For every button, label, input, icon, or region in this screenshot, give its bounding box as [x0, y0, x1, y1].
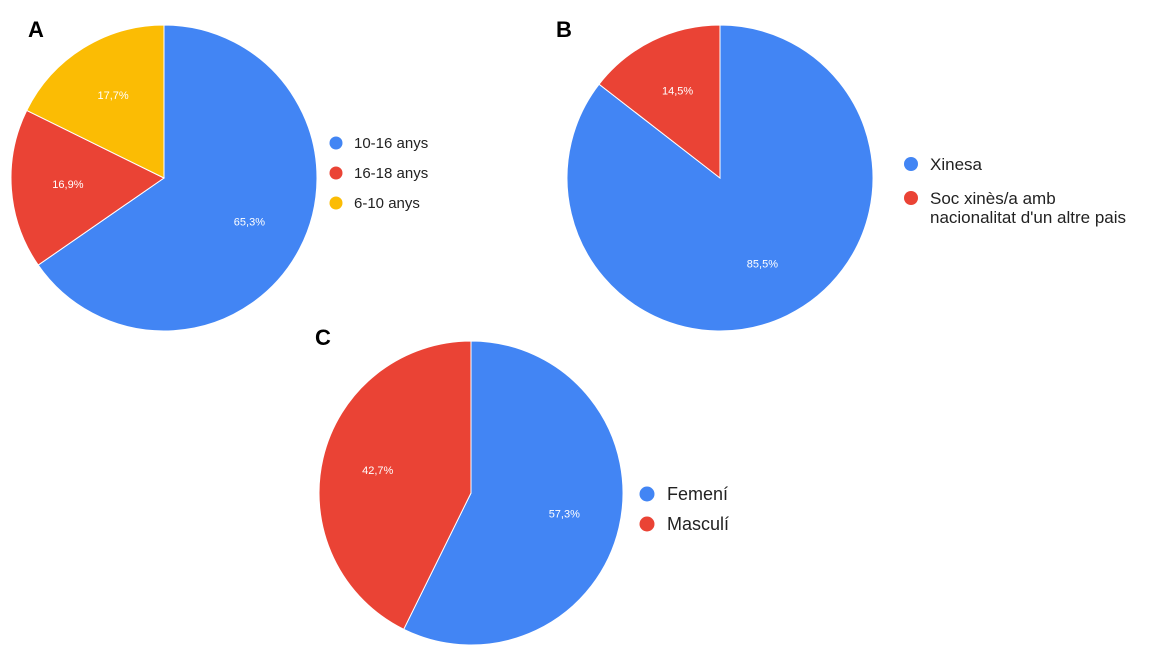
data-label-10-16-anys: 65,3% [234, 217, 265, 229]
pie-slice-10-16-anys [37, 24, 318, 332]
legend: 10-16 anys 16-18 anys 6-10 anys [329, 135, 428, 212]
data-label-6-10-anys: 17,7% [97, 90, 128, 102]
panel-c: C 57,3% 42,7% Femení Masculí [315, 325, 729, 646]
legend-swatch-masculi [639, 516, 655, 532]
legend-label-femeni: Femení [667, 484, 728, 504]
legend-item-16-18-anys: 16-18 anys [329, 165, 428, 182]
legend-swatch-16-18-anys [329, 166, 343, 180]
pie-slice-masculi [318, 340, 472, 630]
pie-slice-6-10-anys [26, 24, 165, 179]
data-label-16-18-anys: 16,9% [52, 179, 83, 191]
legend-label-masculi: Masculí [667, 514, 729, 534]
legend-swatch-6-10-anys [329, 196, 343, 210]
legend-item-xinesa: Xinesa [904, 155, 983, 174]
legend-swatch-10-16-anys [329, 136, 343, 150]
panel-letter-c: C [315, 325, 331, 350]
pie-slice-16-18-anys [10, 109, 165, 266]
panel-letter-b: B [556, 17, 572, 42]
panel-a: A 65,3% 16,9% 17,7% 10-16 anys 16-18 anys 6-10… [10, 17, 428, 332]
legend-swatch-soc-xines-a-amb-nacionalitat-d-un-altre-pais [904, 191, 918, 205]
legend-item-soc-xines-a-amb-nacionalitat-d-un-altre-pais: Soc xinès/a amb nacionalitat d'un altre p… [904, 189, 1126, 227]
legend-item-femeni: Femení [639, 484, 728, 504]
legend-label-soc-xines-a-amb-nacionalitat-d-un-altre-pais: Soc xinès/a amb nacionalitat d'un altre p… [930, 189, 1126, 227]
legend-label-xinesa: Xinesa [930, 155, 983, 174]
panel-b: B 85,5% 14,5% Xinesa Soc xinès/a amb nacional… [556, 17, 1126, 332]
legend-item-6-10-anys: 6-10 anys [329, 195, 420, 212]
legend-item-10-16-anys: 10-16 anys [329, 135, 428, 152]
panel-letter-a: A [28, 17, 44, 42]
legend: Femení Masculí [639, 484, 729, 534]
legend-label-16-18-anys: 16-18 anys [354, 165, 428, 182]
data-label-femeni: 57,3% [549, 509, 580, 521]
pie-slice-femeni [403, 340, 624, 646]
data-label-xinesa: 85,5% [747, 259, 778, 271]
legend-label-10-16-anys: 10-16 anys [354, 135, 428, 152]
legend-label-6-10-anys: 6-10 anys [354, 195, 420, 212]
pie-slice-soc-xines-a-amb-nacionalitat-d-un-altre-pais [598, 24, 721, 180]
data-label-soc-xines-a-amb-nacionalitat-d-un-altre-pais: 14,5% [662, 85, 693, 97]
data-label-masculi: 42,7% [362, 465, 393, 477]
legend-swatch-femeni [639, 486, 655, 502]
legend-item-masculi: Masculí [639, 514, 729, 534]
legend: Xinesa Soc xinès/a amb nacionalitat d'un a… [904, 155, 1126, 227]
legend-swatch-xinesa [904, 157, 918, 171]
